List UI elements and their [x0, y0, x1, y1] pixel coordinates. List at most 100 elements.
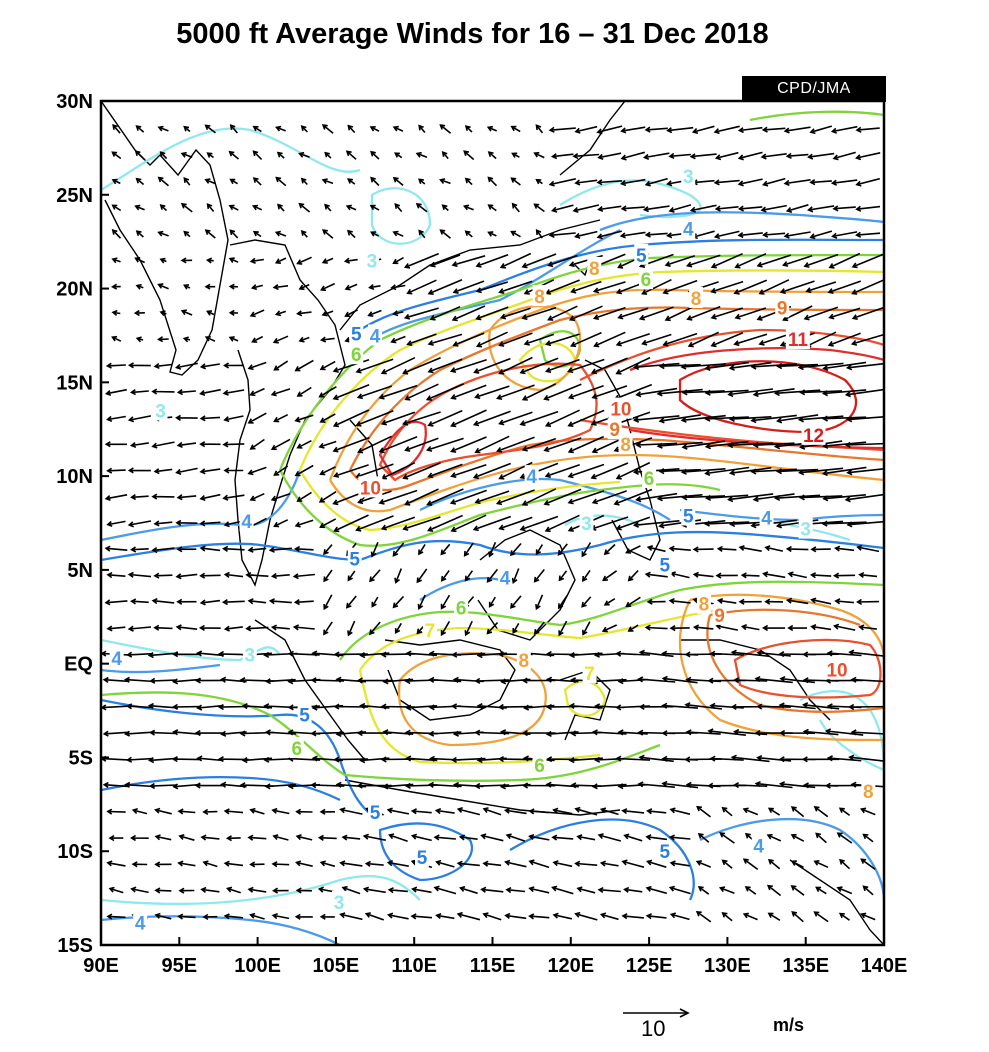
wind-arrow — [756, 703, 791, 710]
wind-arrow — [111, 283, 121, 290]
wind-arrow — [134, 257, 146, 264]
wind-arrow — [247, 598, 267, 605]
y-tick-label: 5S — [69, 747, 93, 769]
wind-arrow — [392, 542, 405, 557]
y-tick-label: 30N — [56, 91, 93, 113]
wind-arrow — [597, 205, 622, 213]
wind-arrow — [641, 333, 672, 346]
wind-arrow — [499, 307, 531, 320]
contour-label: 8 — [863, 782, 874, 803]
wind-arrow — [450, 409, 487, 428]
wind-arrow — [599, 860, 619, 867]
wind-arrow — [452, 332, 485, 347]
wind-arrow — [498, 356, 533, 375]
wind-arrow — [292, 573, 315, 580]
x-tick-label: 130E — [704, 955, 751, 977]
wind-arrow — [714, 205, 739, 212]
wind-arrow — [742, 807, 759, 816]
wind-arrow — [599, 807, 619, 816]
x-tick-label: 90E — [83, 955, 119, 977]
wind-arrow — [339, 807, 363, 815]
wind-arrow — [572, 152, 600, 160]
wind-arrow — [247, 466, 267, 476]
contour-label: 5 — [636, 246, 647, 267]
wind-arrow — [433, 885, 457, 895]
wind-arrow — [737, 178, 763, 187]
contour-label-bg — [242, 643, 257, 665]
wind-arrow — [658, 468, 701, 475]
wind-arrow — [574, 230, 598, 239]
wind-arrow — [206, 203, 215, 213]
wind-arrow — [511, 202, 520, 213]
wind-arrow — [641, 278, 672, 295]
wind-arrow — [298, 336, 310, 343]
wind-arrow — [319, 466, 336, 476]
wind-arrow — [148, 782, 177, 790]
wind-arrow — [450, 384, 487, 400]
wind-arrow — [645, 859, 667, 868]
wind-arrow — [339, 860, 363, 867]
wind-arrow — [482, 807, 502, 816]
wind-arrow — [669, 912, 690, 921]
wind-arrow — [292, 624, 315, 631]
wind-arrow — [472, 410, 511, 427]
wind-arrow — [320, 282, 336, 292]
wind-arrow — [599, 912, 619, 921]
wind-arrow — [635, 387, 678, 398]
wind-arrow — [802, 728, 839, 736]
wind-arrow — [568, 305, 603, 322]
wind-arrow — [621, 808, 645, 815]
wind-arrow — [734, 252, 767, 269]
wind-arrow — [270, 572, 290, 580]
wind-arrow — [783, 179, 811, 187]
wind-arrow — [858, 571, 878, 579]
wind-arrow — [632, 520, 680, 528]
wind-arrow — [296, 439, 312, 449]
y-tick-label: 10N — [56, 466, 93, 488]
wind-arrow — [450, 436, 487, 453]
wind-arrow — [511, 568, 520, 584]
wind-arrow — [809, 572, 832, 579]
contour-label: 5 — [659, 842, 670, 863]
wind-arrow — [668, 597, 691, 605]
contour-label: 8 — [534, 287, 545, 308]
contour-label-bg — [498, 566, 513, 588]
wind-arrow — [826, 755, 862, 762]
wind-arrow — [293, 599, 314, 606]
wind-arrow — [838, 912, 850, 921]
contour-label: 4 — [111, 649, 122, 670]
wind-arrow — [106, 467, 126, 474]
wind-arrow — [474, 490, 510, 505]
wind-arrow — [249, 387, 265, 397]
contour-label-bg — [861, 780, 876, 802]
wind-arrow — [434, 807, 455, 815]
wind-arrow — [406, 333, 437, 346]
wind-arrow — [270, 388, 291, 397]
contour-label: 8 — [691, 289, 702, 310]
contour-label: 4 — [683, 220, 694, 241]
wind-arrow — [176, 494, 197, 501]
contour-label-bg — [798, 517, 813, 539]
wind-arrow — [756, 649, 791, 657]
wind-arrow — [462, 204, 474, 211]
wind-arrow — [367, 309, 382, 317]
wind-arrow — [463, 542, 474, 557]
wind-arrow — [824, 728, 864, 736]
wind-arrow — [439, 178, 451, 185]
wind-arrow — [619, 231, 646, 239]
wind-arrow — [528, 886, 550, 894]
wind-arrow — [341, 834, 361, 841]
contour-label-bg — [696, 592, 711, 614]
wind-arrow — [104, 494, 128, 502]
contour-label-bg — [587, 256, 602, 278]
wind-arrow — [130, 886, 149, 894]
wind-arrow — [807, 152, 835, 160]
wind-arrow — [345, 204, 357, 211]
contour-label: 4 — [370, 326, 381, 347]
wind-arrow — [229, 124, 239, 134]
wind-arrow — [656, 388, 703, 397]
contour-label: 3 — [581, 514, 592, 535]
wind-arrow — [183, 284, 191, 290]
wind-arrow — [296, 386, 312, 397]
wind-arrow — [669, 860, 690, 867]
